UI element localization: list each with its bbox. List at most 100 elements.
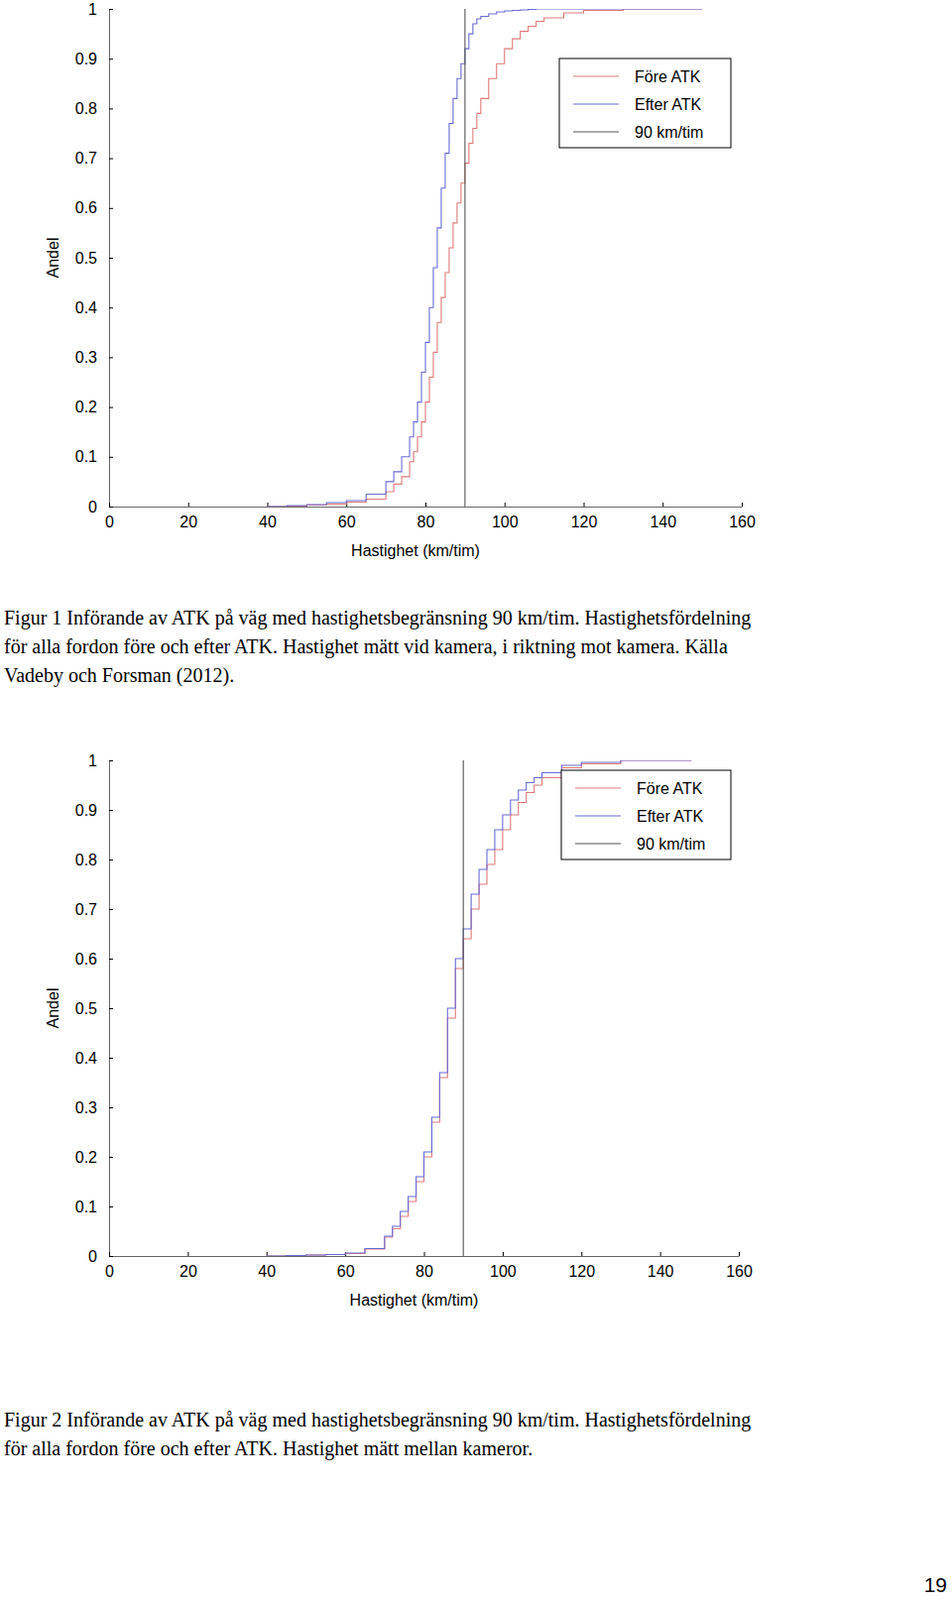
x-tick: 0 (105, 1252, 115, 1281)
legend-label: 90 km/tim (634, 123, 704, 141)
y-tick-label: 0.8 (75, 100, 98, 118)
x-tick: 160 (725, 1252, 753, 1281)
x-tick: 0 (105, 502, 115, 531)
y-tick: 0.8 (75, 100, 114, 118)
y-tick-mark (109, 257, 114, 259)
x-tick: 140 (649, 502, 677, 531)
series-line (463, 760, 465, 1257)
x-tick-label: 80 (415, 1263, 434, 1281)
y-axis-title: Andel (44, 988, 62, 1030)
y-tick-label: 0 (88, 498, 98, 516)
y-tick: 0.7 (75, 149, 114, 167)
x-tick: 20 (179, 1252, 198, 1281)
x-tick: 40 (257, 1252, 276, 1281)
y-tick-mark (109, 760, 114, 762)
x-axis-title: Hastighet (km/tim) (350, 1292, 479, 1309)
y-tick-label: 0 (88, 1248, 98, 1266)
chart: 02040608010012014016000.10.20.30.40.50.6… (44, 752, 753, 1309)
y-tick: 0.3 (75, 349, 114, 366)
caption-line: för alla fordon före och efter ATK. Hast… (3, 635, 728, 659)
y-tick: 0.3 (75, 1099, 114, 1117)
y-tick-mark (109, 108, 114, 110)
x-tick-label: 80 (417, 513, 436, 531)
y-tick: 0.4 (75, 299, 114, 317)
plot-area (267, 8, 704, 507)
chart: 0 20 40 60 80 100 120 140 160 0 0.1 0.2 0.3 0.4 0.5 0.6… (44, 0, 756, 560)
x-tick-mark (741, 502, 743, 507)
y-tick-label: 0.1 (75, 448, 98, 466)
legend-swatch (573, 75, 619, 77)
y-tick-label: 0.2 (75, 1149, 98, 1167)
y-tick-label: 0.5 (75, 1000, 98, 1018)
y-tick-mark (109, 208, 114, 210)
y-tick: 0.6 (75, 199, 114, 217)
y-tick-label: 0.2 (75, 398, 98, 416)
x-tick-label: 0 (105, 513, 115, 531)
x-tick-label: 40 (257, 1263, 276, 1281)
x-tick: 80 (415, 1252, 434, 1281)
y-tick: 0.5 (75, 249, 114, 267)
x-tick-mark (187, 1252, 189, 1257)
legend-label: Före ATK (634, 68, 702, 86)
y-tick-mark (109, 1008, 114, 1010)
x-tick: 120 (571, 502, 598, 531)
x-tick-label: 60 (338, 513, 357, 531)
y-tick-label: 1 (88, 752, 98, 770)
y-tick: 0.8 (75, 851, 114, 869)
y-tick-label: 0.9 (75, 50, 98, 68)
legend-box (561, 770, 731, 860)
y-tick: 0.1 (75, 448, 114, 466)
series-line (267, 8, 704, 507)
legend-label: Efter ATK (636, 808, 705, 826)
y-tick: 0.7 (75, 901, 114, 919)
y-tick-label: 0.6 (75, 951, 98, 968)
y-tick-mark (109, 1058, 114, 1060)
y-tick-mark (109, 958, 114, 960)
y-tick: 0 (88, 498, 114, 516)
x-axis: 0 20 40 60 80 100 120 140 160 (105, 502, 756, 531)
y-tick: 0.5 (75, 1000, 114, 1018)
y-tick-mark (109, 1206, 114, 1208)
x-tick: 120 (568, 1252, 595, 1281)
x-tick-mark (504, 502, 506, 507)
y-tick: 0.6 (75, 951, 114, 968)
x-tick-label: 140 (647, 1263, 675, 1281)
x-tick-mark (425, 502, 427, 507)
x-tick-label: 100 (491, 513, 519, 531)
y-tick-mark (109, 859, 114, 861)
y-tick-label: 0.5 (75, 249, 98, 267)
x-tick: 100 (491, 502, 519, 531)
y-tick-label: 0.6 (75, 199, 98, 217)
y-tick-mark (109, 909, 114, 911)
x-tick-mark (502, 1252, 504, 1257)
x-tick-mark (581, 1252, 583, 1257)
y-tick: 1 (88, 752, 114, 770)
y-tick-mark (109, 8, 114, 10)
y-tick: 0.2 (75, 398, 114, 416)
page-number: 19 (924, 1573, 948, 1597)
y-tick-mark (109, 58, 114, 60)
caption-line: Figur 2 Införande av ATK på väg med hast… (3, 1409, 751, 1432)
caption-line: Figur 1 Införande av ATK på väg med hast… (3, 606, 751, 630)
y-tick: 0.1 (75, 1198, 114, 1216)
y-tick-label: 0.4 (75, 299, 98, 317)
x-tick: 20 (179, 502, 198, 531)
x-tick-mark (267, 502, 269, 507)
x-tick: 160 (728, 502, 756, 531)
series-line (267, 8, 704, 507)
x-axis-line (110, 1256, 740, 1258)
y-axis: 00.10.20.30.40.50.60.70.80.91 (75, 0, 114, 516)
caption-line: för alla fordon före och efter ATK. Hast… (3, 1437, 533, 1461)
y-tick-label: 0.3 (75, 349, 98, 366)
legend-swatch (575, 815, 621, 817)
x-tick-label: 40 (258, 513, 277, 531)
x-tick-mark (660, 1252, 662, 1257)
x-tick-mark (188, 502, 190, 507)
x-tick-label: 160 (728, 513, 756, 531)
caption-line: Vadeby och Forsman (2012). (3, 664, 235, 688)
y-tick-label: 0.9 (75, 802, 98, 820)
y-tick-mark (109, 1157, 114, 1159)
page: 02040608010012014016000.10.20.30.40.50.6… (0, 0, 952, 1600)
y-tick-label: 0.1 (75, 1198, 98, 1216)
x-axis-title: Hastighet (km/tim) (351, 542, 480, 560)
